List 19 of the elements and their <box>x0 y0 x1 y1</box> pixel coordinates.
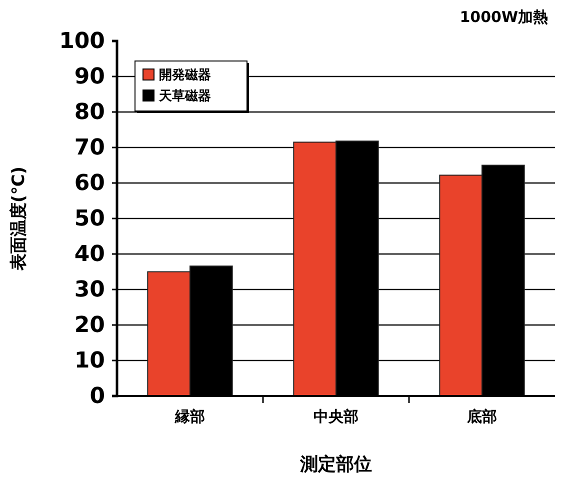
x-tick-label: 中央部 <box>314 408 358 426</box>
y-tick-label: 20 <box>74 313 105 338</box>
y-tick-label: 100 <box>59 29 105 54</box>
y-tick-label: 50 <box>74 206 105 232</box>
x-axis-title: 測定部位 <box>299 454 372 475</box>
y-tick-label: 40 <box>74 242 105 268</box>
y-tick-label: 90 <box>74 64 105 90</box>
legend-label: 開発磁器 <box>159 68 211 83</box>
y-tick-label: 80 <box>74 100 105 126</box>
y-axis-title: 表面温度(℃) <box>9 166 29 272</box>
legend-label: 天草磁器 <box>158 89 211 104</box>
y-tick-label: 10 <box>74 348 105 374</box>
y-tick-label: 60 <box>74 171 105 196</box>
x-tick-label: 底部 <box>466 408 497 426</box>
y-tick-label: 0 <box>90 384 105 410</box>
x-tick-label: 縁部 <box>174 408 205 426</box>
y-tick-label: 70 <box>74 136 105 161</box>
y-tick-label: 30 <box>74 278 105 303</box>
chart-title: 1000W加熱 <box>460 8 548 26</box>
